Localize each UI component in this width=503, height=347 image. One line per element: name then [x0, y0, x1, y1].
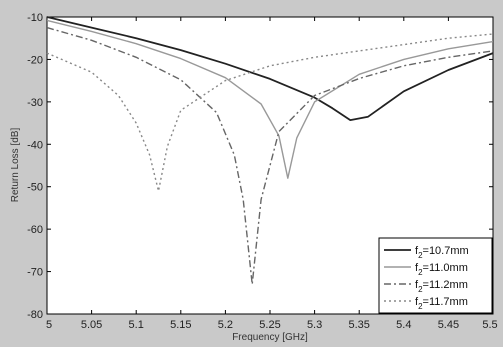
legend-main: f: [415, 262, 419, 274]
legend-rest: =11.2mm: [423, 279, 468, 291]
legend-entry-label: f2=10.7mm: [415, 245, 469, 260]
legend-subscript: 2: [418, 285, 423, 294]
x-tick-label: 5.1: [129, 319, 144, 331]
legend-entry-label: f2=11.0mm: [415, 262, 468, 277]
y-tick-label: -30: [27, 97, 43, 109]
legend-entry-label: f2=11.2mm: [415, 279, 468, 294]
series-line-3: [46, 26, 494, 285]
x-tick-label: 5.2: [218, 319, 233, 331]
x-tick-label: 5.5: [482, 319, 497, 331]
y-axis-label: Return Loss [dB]: [10, 128, 21, 203]
legend-rest: =11.7mm: [423, 296, 468, 308]
y-tick-label: -40: [27, 139, 43, 151]
legend-subscript: 2: [418, 268, 423, 277]
legend-entry-label: f2=11.7mm: [415, 296, 468, 311]
y-tick-group: -10 -20 -30 -40 -50 -60 -70 -80: [27, 12, 493, 321]
y-tick-label: -80: [27, 309, 43, 321]
y-tick-label: -70: [27, 267, 43, 279]
x-axis-label: Frequency [GHz]: [232, 332, 308, 343]
x-tick-label: 5.35: [348, 319, 369, 331]
x-tick-label: 5.25: [259, 319, 280, 331]
legend-rest: =10.7mm: [423, 245, 469, 257]
y-tick-label: -10: [27, 12, 43, 24]
x-tick-label: 5.45: [438, 319, 459, 331]
legend-subscript: 2: [418, 251, 423, 260]
series-line-1: [46, 16, 494, 121]
x-tick-label: 5.4: [396, 319, 411, 331]
legend-main: f: [415, 279, 419, 291]
x-tick-label: 5.3: [307, 319, 322, 331]
series-lines: [46, 16, 494, 285]
y-tick-label: -50: [27, 182, 43, 194]
legend-main: f: [415, 296, 419, 308]
x-tick-label: 5: [46, 319, 52, 331]
x-tick-label: 5.15: [170, 319, 191, 331]
x-tick-label: 5.05: [81, 319, 102, 331]
series-line-2: [46, 19, 494, 179]
legend-rest: =11.0mm: [423, 262, 468, 274]
y-tick-label: -60: [27, 224, 43, 236]
y-tick-label: -20: [27, 54, 43, 66]
x-tick-group: 5 5.05 5.1 5.15 5.2 5.25 5.3 5.35 5.4 5.45 5.5: [46, 17, 498, 331]
legend-subscript: 2: [418, 302, 423, 311]
legend-main: f: [415, 245, 419, 257]
